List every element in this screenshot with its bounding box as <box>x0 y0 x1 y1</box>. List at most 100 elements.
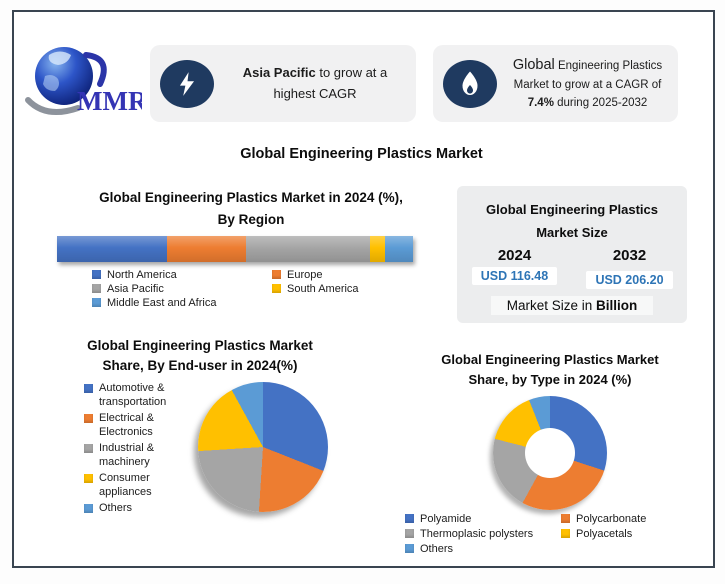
page-title: Global Engineering Plastics Market <box>240 146 483 162</box>
bar-segment-asia-pacific <box>245 236 371 262</box>
callout-cagr-line3: 7.4% during 2025-2032 <box>507 95 668 113</box>
market-size-value-2032: USD 206.20 <box>586 270 673 289</box>
type-chart-title-line1: Global Engineering Plastics Market <box>441 352 659 367</box>
enduser-pie <box>198 382 328 512</box>
enduser-chart-title-line2: Share, By End-user in 2024(%) <box>102 358 298 374</box>
callout-cagr-line2: Market to grow at a CAGR of <box>513 78 662 91</box>
legend-swatch-polyamide <box>405 514 414 523</box>
legend-label-polycarbonate: Polycarbonate <box>576 513 647 525</box>
legend-item-others: Others <box>405 542 561 556</box>
region-legend: North America Europe Asia Pacific South Ame… <box>92 268 359 310</box>
legend-item-north-america: North America <box>92 268 272 282</box>
market-size-title: Global Engineering Plastics Market Size <box>457 199 687 245</box>
flame-icon <box>443 59 497 108</box>
callout-asia-pacific: Asia Pacific to grow at a highest CAGR <box>150 45 416 122</box>
legend-swatch-europe <box>272 270 281 279</box>
market-size-footnote-regular: Market Size in <box>506 297 597 313</box>
legend-item-south-america: South America <box>272 282 359 296</box>
legend-item-industrial-machinery: Industrial & machinery <box>84 442 204 469</box>
legend-item-asia-pacific: Asia Pacific <box>92 282 272 296</box>
legend-label-others: Others <box>420 543 454 555</box>
legend-label-europe: Europe <box>287 269 323 281</box>
legend-item-polyamide: Polyamide <box>405 512 561 526</box>
legend-item-middle-east-and-africa: Middle East and Africa <box>92 296 272 310</box>
legend-label-polyacetals: Polyacetals <box>576 528 633 540</box>
legend-swatch-thermoplasic-polysters <box>405 529 414 538</box>
legend-swatch-consumer-appliances <box>84 474 93 483</box>
enduser-legend: Automotive & transportation Electrical & … <box>84 382 204 516</box>
legend-label-automotive-transportation: Automotive & transportation <box>99 382 167 408</box>
legend-item-polyacetals: Polyacetals <box>561 527 646 541</box>
region-chart-title-line2: By Region <box>217 211 285 227</box>
legend-item-polycarbonate: Polycarbonate <box>561 512 646 526</box>
legend-swatch-middle-east-and-africa <box>92 298 101 307</box>
bar-segment-south-america <box>370 236 385 262</box>
legend-swatch-others <box>84 504 93 513</box>
callout-asia-pacific-bold: Asia Pacific <box>242 64 316 80</box>
legend-label-others: Others <box>99 502 133 514</box>
enduser-chart-title: Global Engineering Plastics Market Share… <box>40 336 360 377</box>
legend-label-consumer-appliances: Consumer appliances <box>99 472 152 498</box>
callout-cagr-line1: Global Engineering Plastics <box>507 54 668 76</box>
callout-cagr-line3-rest: during 2025-2032 <box>553 96 648 109</box>
legend-swatch-industrial-machinery <box>84 444 93 453</box>
legend-swatch-north-america <box>92 270 101 279</box>
legend-swatch-polyacetals <box>561 529 570 538</box>
legend-label-asia-pacific: Asia Pacific <box>107 283 164 295</box>
legend-swatch-asia-pacific <box>92 284 101 293</box>
legend-label-industrial-machinery: Industrial & machinery <box>99 442 155 468</box>
bar-segment-europe <box>167 236 246 262</box>
bar-segment-middle-east-and-africa <box>384 236 413 262</box>
type-legend: Polyamide Polycarbonate Thermoplasic polys… <box>405 512 646 556</box>
market-size-col-2024: 2024 USD 116.48 <box>457 247 572 289</box>
legend-item-europe: Europe <box>272 268 359 282</box>
logo-swoosh-gray <box>25 97 81 116</box>
callout-cagr-bold: 7.4% <box>527 96 554 109</box>
market-size-columns: 2024 USD 116.48 2032 USD 206.20 <box>457 247 687 289</box>
callout-asia-pacific-rest: to grow at a highest CAGR <box>273 64 388 101</box>
legend-label-north-america: North America <box>107 269 177 281</box>
legend-label-polyamide: Polyamide <box>420 513 472 525</box>
market-size-footnote-row: Market Size in Billion <box>457 289 687 315</box>
legend-swatch-south-america <box>272 284 281 293</box>
callout-cagr-lead: Global <box>512 57 555 74</box>
type-chart-title-line2: Share, by Type in 2024 (%) <box>468 371 632 387</box>
region-chart-title-line1: Global Engineering Plastics Market in 20… <box>99 190 403 205</box>
logo-swoosh-blue <box>83 52 107 87</box>
legend-item-consumer-appliances: Consumer appliances <box>84 472 204 499</box>
mmr-logo: MMR <box>25 47 142 116</box>
legend-item-automotive-transportation: Automotive & transportation <box>84 382 204 409</box>
enduser-chart-title-line1: Global Engineering Plastics Market <box>87 338 313 353</box>
type-donut <box>493 396 607 510</box>
type-chart-title: Global Engineering Plastics Market Share… <box>400 350 700 389</box>
region-stacked-bar <box>57 236 413 262</box>
globe-land-2 <box>43 75 59 91</box>
legend-swatch-automotive-transportation <box>84 384 93 393</box>
bar-segment-north-america <box>57 236 168 262</box>
legend-label-electrical-electronics: Electrical & Electronics <box>99 412 155 438</box>
lightning-icon <box>160 59 214 108</box>
market-size-title-line1: Global Engineering Plastics <box>486 202 658 217</box>
callout-cagr-line1-rest: Engineering Plastics <box>554 60 663 73</box>
legend-item-thermoplasic-polysters: Thermoplasic polysters <box>405 527 561 541</box>
callout-cagr-text: Global Engineering Plastics Market to gr… <box>507 54 668 112</box>
legend-label-thermoplasic-polysters: Thermoplasic polysters <box>420 528 534 540</box>
market-size-title-line2: Market Size <box>536 224 608 240</box>
logo-text: MMR <box>77 86 142 116</box>
region-chart-title: Global Engineering Plastics Market in 20… <box>41 187 461 230</box>
market-size-footnote-bold: Billion <box>596 297 638 313</box>
legend-swatch-polycarbonate <box>561 514 570 523</box>
donut-hole <box>525 428 575 478</box>
market-size-footnote: Market Size in Billion <box>490 295 654 315</box>
market-size-year-2032: 2032 <box>612 246 647 264</box>
market-size-year-2024: 2024 <box>497 246 532 264</box>
globe-icon <box>35 47 93 105</box>
callout-cagr: Global Engineering Plastics Market to gr… <box>433 45 678 122</box>
legend-label-south-america: South America <box>287 283 359 295</box>
legend-label-middle-east-and-africa: Middle East and Africa <box>107 297 217 309</box>
legend-item-electrical-electronics: Electrical & Electronics <box>84 412 204 439</box>
legend-swatch-electrical-electronics <box>84 414 93 423</box>
market-size-panel: Global Engineering Plastics Market Size … <box>457 186 687 323</box>
market-size-col-2032: 2032 USD 206.20 <box>572 247 687 289</box>
